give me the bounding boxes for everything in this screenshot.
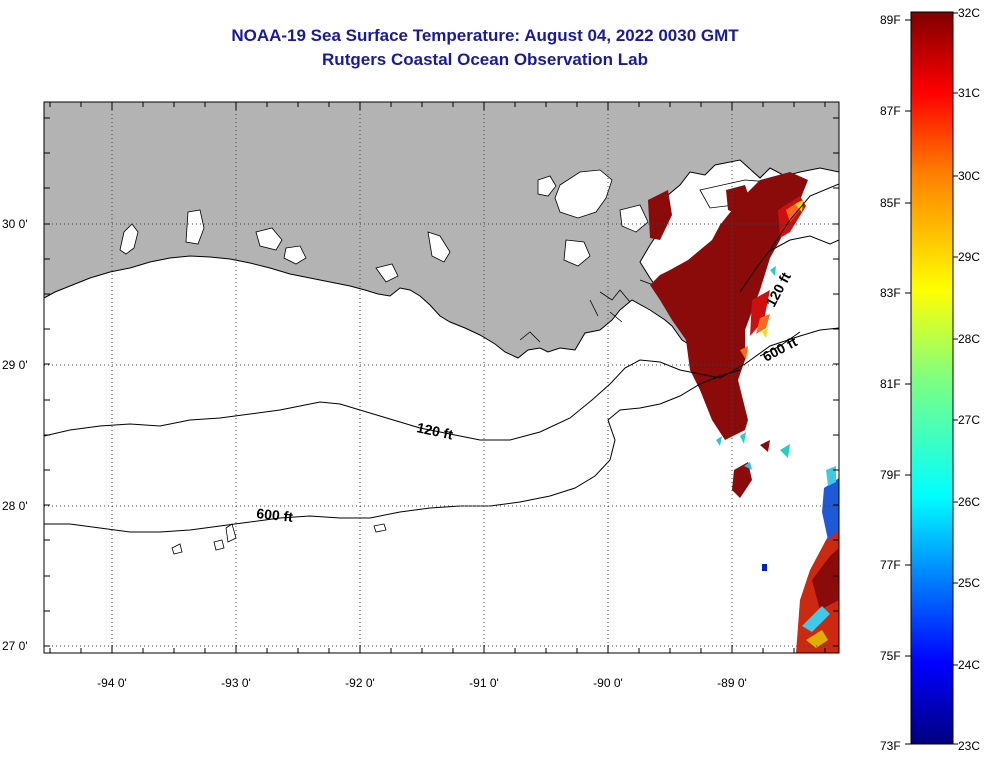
colorbar-f-label: 73F [880,739,901,753]
terrebonne-lake [427,231,451,263]
lake-pontchartrain [554,169,613,219]
sst-swath-hot [648,172,808,440]
atchafalaya-bay [375,263,399,283]
colorbar-f-label: 87F [880,104,901,118]
map-title: NOAA-19 Sea Surface Temperature: August … [231,26,739,45]
white-lake [185,209,205,245]
lat-label: 29 0' [2,358,28,372]
graticule [44,102,839,653]
sst-pixel [762,564,767,571]
colorbar-f-label: 83F [880,286,901,300]
sst-swath-southeast-dark [812,548,839,610]
contour-600ft [44,331,801,533]
colorbar-f-label: 75F [880,649,901,663]
sst-swath-southeast-cyan [802,466,836,632]
tick-marks [44,102,839,653]
sst-swath-red [750,196,806,336]
colorbar-c-label: 30C [958,169,980,183]
colorbar-f-label: 89F [880,13,901,27]
colorbar-c-label: 29C [958,250,980,264]
colorbar-f-label: 81F [880,377,901,391]
contour-600ft-east [767,235,839,253]
sst-swath-southeast-blue [822,478,839,540]
colorbar-c-label: 31C [958,86,980,100]
vermilion-bay [255,227,283,251]
lat-label: 28 0' [2,499,28,513]
colorbar-f-label: 85F [880,196,901,210]
contour-label-600ft-west: 600 ft [256,505,294,525]
lon-label: -90 0' [593,676,623,690]
colorbar-c-label: 26C [958,495,980,509]
contour-120ft-east [739,183,839,293]
coastal-lake [283,245,307,265]
lon-label: -91 0' [469,676,499,690]
colorbar [910,11,954,745]
colorbar-ticks [905,12,958,745]
colorbar-c-label: 25C [958,576,980,590]
colorbar-f-label: 77F [880,558,901,572]
sst-scatter [732,440,770,498]
lake-maurepas [537,175,557,197]
lat-label: 27 0' [2,639,28,653]
lake-borgne [619,204,649,233]
colorbar-c-label: 23C [958,739,980,753]
colorbar-c-label: 27C [958,413,980,427]
contour-label-120ft-west: 120 ft [415,419,454,442]
colorbar-c-label: 24C [958,658,980,672]
map-subtitle: Rutgers Coastal Ocean Observation Lab [322,50,648,69]
map-frame [43,101,840,654]
colorbar-f-label: 79F [880,468,901,482]
barataria-bay [563,239,591,267]
contour-120ft [44,327,839,441]
lat-label: 30 0' [2,217,28,231]
lon-label: -94 0' [97,676,127,690]
lon-label: -89 0' [717,676,747,690]
colorbar-c-label: 32C [958,6,980,20]
delta-channels [519,279,665,343]
land-mass [44,102,839,361]
lon-label: -92 0' [345,676,375,690]
sst-swath-southeast-yellow [806,630,828,648]
lon-label: -93 0' [221,676,251,690]
colorbar-c-label: 28C [958,332,980,346]
sst-scatter-cool [716,436,752,470]
